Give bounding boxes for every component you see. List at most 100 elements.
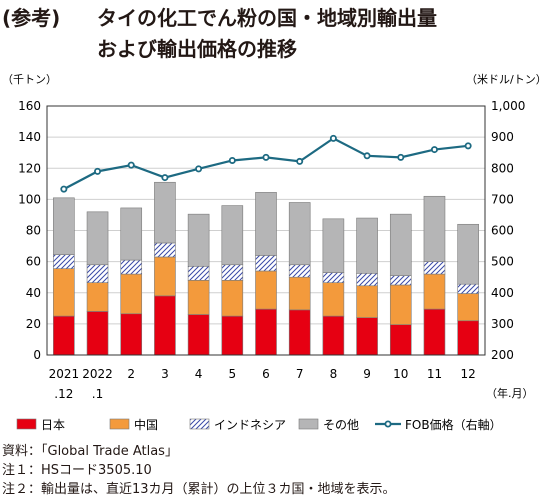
fob-point bbox=[60, 185, 68, 193]
bar-segment bbox=[53, 315, 75, 356]
y2-tick-label: 1,000 bbox=[491, 99, 525, 113]
y-tick-label: 100 bbox=[18, 192, 41, 206]
title-prefix: (参考) bbox=[2, 6, 61, 30]
bar-segment bbox=[154, 242, 176, 258]
x-axis-unit: （年.月） bbox=[486, 386, 534, 400]
y2-tick-label: 200 bbox=[491, 348, 514, 362]
bar-segment bbox=[187, 265, 210, 281]
fob-point bbox=[296, 157, 304, 165]
bar-segment bbox=[221, 315, 244, 356]
legend-swatch bbox=[298, 418, 319, 430]
bar-segment bbox=[322, 218, 345, 273]
bar-segment bbox=[389, 275, 412, 286]
legend-swatch bbox=[16, 418, 37, 430]
chart-title-line1: タイの化工でん粉の国・地域別輸出量 bbox=[97, 6, 437, 30]
bar-segment bbox=[457, 283, 479, 294]
y-tick-label: 160 bbox=[18, 99, 41, 113]
note-source: 資料：「Global Trade Atlas」 bbox=[2, 444, 178, 459]
fob-point bbox=[195, 165, 203, 173]
x-tick-label: 6 bbox=[262, 367, 270, 381]
bar-segment bbox=[187, 279, 210, 315]
bar-segment bbox=[154, 256, 176, 297]
bar-segment bbox=[120, 207, 143, 261]
source-notes: 資料：「Global Trade Atlas」 注１：HSコード3505.10 … bbox=[2, 442, 396, 499]
left-axis-unit: （千トン） bbox=[2, 73, 57, 86]
bar-segment bbox=[221, 279, 244, 317]
stacked-bars bbox=[53, 181, 479, 356]
x-tick-sublabel: .12 bbox=[54, 387, 73, 401]
bar-segment bbox=[53, 254, 75, 269]
chart-title-line2: および輸出価格の推移 bbox=[97, 37, 297, 61]
legend-label: インドネシア bbox=[214, 418, 286, 432]
legend-label: その他 bbox=[323, 418, 359, 432]
bar-segment bbox=[86, 211, 109, 266]
axis-labels: （千トン） （米ドル/トン） （年.月） 0 20 40 60 80 100 120 140 1… bbox=[2, 73, 545, 401]
y-tick-label: 20 bbox=[26, 317, 41, 331]
x-tick-label: 10 bbox=[393, 367, 408, 381]
y-tick-label: 40 bbox=[26, 286, 41, 300]
bar-segment bbox=[288, 264, 311, 278]
bar-segment bbox=[389, 213, 412, 276]
fob-point bbox=[161, 174, 169, 182]
y2-tick-label: 400 bbox=[491, 286, 514, 300]
bar-segment bbox=[255, 192, 277, 256]
bar-segment bbox=[356, 285, 378, 318]
x-tick-label: 7 bbox=[296, 367, 304, 381]
bar-segment bbox=[86, 264, 109, 283]
x-tick-label: 4 bbox=[195, 367, 203, 381]
fob-line-path bbox=[63, 137, 469, 191]
fob-point bbox=[329, 134, 337, 142]
bar-segment bbox=[86, 282, 109, 312]
bar-segment bbox=[457, 223, 479, 285]
bar-segment bbox=[322, 315, 345, 356]
bar-segment bbox=[288, 309, 311, 356]
y-tick-label: 140 bbox=[18, 130, 41, 144]
x-tick-label: 9 bbox=[363, 367, 371, 381]
bar-segment bbox=[288, 202, 311, 266]
right-axis-unit: （米ドル/トン） bbox=[466, 73, 545, 86]
bar-segment bbox=[255, 255, 277, 272]
legend-swatch bbox=[109, 418, 130, 430]
y2-tick-label: 800 bbox=[491, 161, 514, 175]
y-tick-label: 80 bbox=[26, 224, 41, 238]
x-tick-label: 2021 bbox=[49, 367, 80, 381]
fob-point bbox=[464, 142, 472, 150]
export-chart: （千トン） （米ドル/トン） （年.月） 0 20 40 60 80 100 120 140 1… bbox=[2, 73, 545, 432]
bar-segment bbox=[255, 270, 277, 310]
fob-price-line bbox=[60, 134, 472, 193]
plot-border bbox=[46, 105, 486, 356]
bar-segment bbox=[86, 311, 109, 356]
y-tick-label: 0 bbox=[33, 348, 41, 362]
bar-segment bbox=[53, 268, 75, 317]
y-tick-label: 120 bbox=[18, 161, 41, 175]
x-tick-label: 3 bbox=[161, 367, 169, 381]
fob-point bbox=[397, 153, 405, 161]
fob-point bbox=[363, 152, 371, 160]
bar-segment bbox=[356, 317, 378, 356]
bar-segment bbox=[120, 259, 143, 275]
bar-segment bbox=[120, 273, 143, 315]
bar-segment bbox=[288, 276, 311, 311]
x-tick-label: 11 bbox=[427, 367, 442, 381]
bar-segment bbox=[457, 293, 479, 322]
legend: 日本 中国 インドネシア その他 FOB価格（右軸） bbox=[16, 417, 502, 432]
bar-segment bbox=[221, 264, 244, 281]
x-tick-sublabel: .1 bbox=[92, 387, 103, 401]
bar-segment bbox=[120, 313, 143, 356]
legend-label: 中国 bbox=[134, 417, 158, 432]
x-tick-label: 2 bbox=[127, 367, 135, 381]
bar-segment bbox=[423, 308, 446, 356]
bar-segment bbox=[389, 324, 412, 356]
bar-segment bbox=[423, 195, 446, 262]
x-tick-label: 2022 bbox=[82, 367, 113, 381]
x-tick-label: 5 bbox=[228, 367, 236, 381]
fob-point bbox=[430, 146, 438, 154]
bar-segment bbox=[187, 314, 210, 356]
bar-segment bbox=[221, 205, 244, 266]
bar-segment bbox=[322, 282, 345, 317]
bar-segment bbox=[255, 308, 277, 356]
legend-label: FOB価格（右軸） bbox=[405, 417, 502, 432]
y2-tick-label: 600 bbox=[491, 224, 514, 238]
fob-point bbox=[127, 161, 135, 169]
fob-point bbox=[94, 167, 102, 175]
